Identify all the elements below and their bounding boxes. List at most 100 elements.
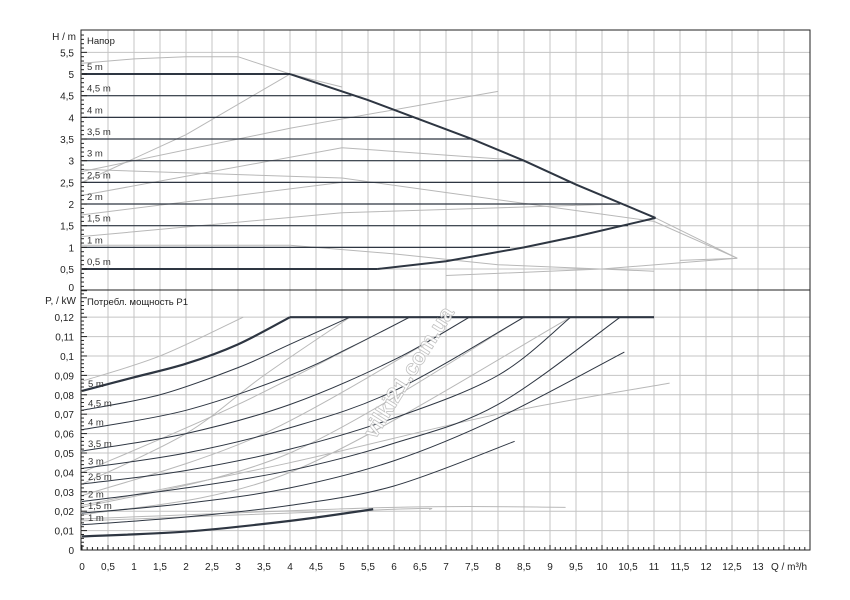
- performance-curves: [81, 73, 656, 538]
- x-tick-label: 0: [79, 562, 85, 573]
- power-tick-label: 0,05: [55, 449, 75, 460]
- curve-labels: 5 m4,5 m4 m3,5 m3 m2,5 m2 m1,5 m1 m0,5 m…: [87, 62, 112, 524]
- power-tick-label: 0,04: [55, 468, 75, 479]
- power-curve: [81, 316, 291, 392]
- x-tick-label: 4: [287, 562, 293, 573]
- power-curve-label: 1 m: [88, 513, 104, 524]
- head-tick-label: 3,5: [60, 135, 74, 146]
- head-curve-label: 1 m: [87, 235, 103, 246]
- power-curve-label: 4 m: [88, 418, 104, 429]
- x-tick-label: 12,5: [722, 562, 742, 573]
- head-tick-label: 3: [68, 157, 74, 168]
- power-tick-label: 0,03: [55, 488, 75, 499]
- x-tick-label: 5,5: [361, 562, 375, 573]
- power-curve-label: 2 m: [88, 489, 104, 500]
- power-curve: [81, 351, 625, 514]
- x-tick-label: 5: [339, 562, 345, 573]
- power-curve: [81, 316, 525, 470]
- x-tick-label: 7,5: [465, 562, 479, 573]
- head-reference-curve: [82, 244, 655, 272]
- head-tick-label: 4: [68, 113, 74, 124]
- x-tick-label: 2,5: [205, 562, 219, 573]
- head-min-curve: [377, 216, 656, 271]
- power-tick-label: 0,01: [55, 527, 75, 538]
- power-panel-title: Потребл. мощность P1: [87, 297, 188, 308]
- power-tick-label: 0,1: [60, 352, 74, 363]
- head-tick-label: 2: [68, 200, 74, 211]
- power-reference-curve: [81, 507, 433, 522]
- power-curve: [81, 508, 374, 538]
- power-curve: [81, 316, 470, 452]
- head-tick-label: 5,5: [60, 48, 74, 59]
- power-reference-curve: [81, 382, 670, 506]
- power-tick-label: 0: [68, 546, 74, 557]
- x-tick-label: 6,5: [413, 562, 427, 573]
- head-curve-label: 4 m: [87, 105, 103, 116]
- power-curve-label: 1,5 m: [88, 501, 112, 512]
- x-tick-label: 6: [391, 562, 397, 573]
- power-curve: [81, 316, 410, 431]
- head-reference-curve: [655, 217, 738, 261]
- head-curve-label: 2,5 m: [87, 170, 111, 181]
- head-reference-curve: [81, 168, 738, 277]
- power-curve-label: 3,5 m: [88, 439, 112, 450]
- x-tick-label: 8: [495, 562, 501, 573]
- x-tick-label: 9,5: [569, 562, 583, 573]
- power-curve: [81, 440, 515, 526]
- x-tick-label: 11,5: [671, 562, 690, 573]
- power-axis-label: P, / kW: [45, 296, 76, 307]
- head-max-curve: [289, 73, 656, 219]
- x-tick-label: 1,5: [153, 562, 167, 573]
- head-curve-label: 0,5 m: [87, 257, 111, 268]
- head-curve-label: 1,5 m: [87, 214, 111, 225]
- x-tick-label: 8,5: [517, 562, 531, 573]
- head-reference-curve: [81, 203, 621, 238]
- axes: 0 0,5 1 1,5 2 2,5 3 3,5 4 4,5 5 5,5 6 6,5 7 7,5 8 8,5 9 9,5…: [55, 29, 811, 573]
- x-tick-label: 4,5: [309, 562, 323, 573]
- head-tick-label: 2,5: [60, 178, 74, 189]
- x-tick-label: 7: [443, 562, 449, 573]
- head-reference-curve: [81, 73, 291, 183]
- x-tick-label: 10,5: [618, 562, 638, 573]
- x-tick-label: 13: [752, 562, 764, 573]
- power-curve-label: 3 m: [88, 457, 104, 468]
- power-tick-label: 0,09: [55, 371, 75, 382]
- power-reference-curve: [81, 316, 244, 382]
- power-tick-label: 0,06: [55, 430, 75, 441]
- power-tick-label: 0,08: [55, 391, 75, 402]
- head-reference-curve: [81, 147, 525, 196]
- power-curve: [81, 316, 621, 502]
- head-tick-label: 4,5: [60, 92, 74, 103]
- power-reference-curve: [81, 316, 525, 508]
- power-tick-label: 0,12: [55, 313, 75, 324]
- power-tick-label: 0,02: [55, 507, 75, 518]
- head-tick-label: 0,5: [60, 265, 74, 276]
- power-curve-label: 5 m: [88, 379, 104, 390]
- x-tick-label: 12: [700, 562, 712, 573]
- power-curve-label: 2,5 m: [88, 472, 112, 483]
- head-tick-label: 0: [68, 283, 74, 294]
- x-tick-label: 3,5: [257, 562, 271, 573]
- x-tick-label: 1: [131, 562, 137, 573]
- head-axis-label: H / m: [52, 32, 76, 43]
- head-curve-label: 4,5 m: [87, 84, 111, 95]
- head-reference-curve: [81, 90, 499, 173]
- power-reference-curve: [81, 505, 566, 520]
- x-tick-label: 3: [235, 562, 241, 573]
- head-curve-label: 3,5 m: [87, 127, 111, 138]
- power-curve: [81, 316, 572, 485]
- watermark: vilki21.com.ua: [358, 301, 459, 442]
- power-reference-curve: [81, 316, 572, 516]
- head-panel-title: Напор: [87, 36, 115, 47]
- head-tick-label: 1,5: [60, 222, 74, 233]
- power-tick-label: 0,07: [55, 410, 75, 421]
- head-tick-label: 1: [68, 243, 74, 254]
- x-tick-label: 9: [547, 562, 553, 573]
- head-tick-label: 5: [68, 70, 74, 81]
- x-tick-label: 10: [596, 562, 608, 573]
- head-reference-curve: [81, 181, 573, 216]
- power-reference-curve: [81, 316, 351, 485]
- flow-axis-label: Q / m³/h: [771, 562, 807, 573]
- reference-curves: [81, 56, 738, 522]
